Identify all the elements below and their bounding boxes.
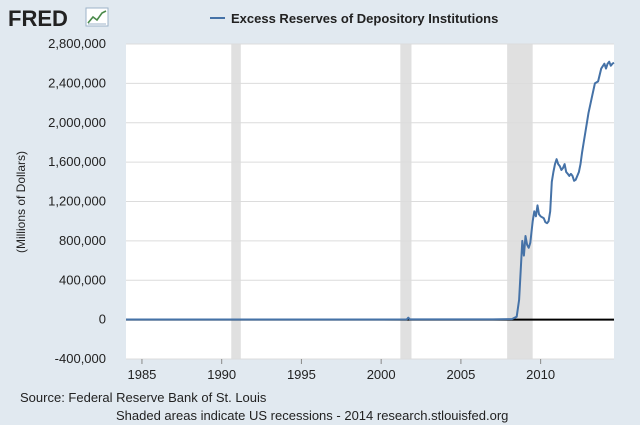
series-line-0 <box>126 60 615 321</box>
source-text: Source: Federal Reserve Bank of St. Loui… <box>20 390 267 405</box>
legend: Excess Reserves of Depository Institutio… <box>210 11 498 26</box>
y-tick-label-3: 800,000 <box>59 233 106 248</box>
y-tick-label-2: 400,000 <box>59 272 106 287</box>
x-tick-label-2: 1995 <box>287 367 316 382</box>
y-tick-label-0: -400,000 <box>55 351 106 366</box>
legend-label: Excess Reserves of Depository Institutio… <box>231 11 498 26</box>
line-chart-icon <box>85 7 109 27</box>
y-tick-label-5: 1,600,000 <box>48 154 106 169</box>
recession-note: Shaded areas indicate US recessions - 20… <box>116 408 508 423</box>
fred-logo: FRED <box>8 6 68 31</box>
x-tick-label-5: 2010 <box>526 367 555 382</box>
y-tick-label-8: 2,800,000 <box>48 36 106 51</box>
x-tick-label-0: 1985 <box>127 367 156 382</box>
y-axis-label: (Millions of Dollars) <box>14 151 28 253</box>
x-tick-label-3: 2000 <box>367 367 396 382</box>
x-tick-label-4: 2005 <box>446 367 475 382</box>
x-tick-label-1: 1990 <box>207 367 236 382</box>
y-tick-label-4: 1,200,000 <box>48 194 106 209</box>
y-tick-label-6: 2,000,000 <box>48 115 106 130</box>
y-tick-label-1: 0 <box>99 312 106 327</box>
y-tick-label-7: 2,400,000 <box>48 75 106 90</box>
